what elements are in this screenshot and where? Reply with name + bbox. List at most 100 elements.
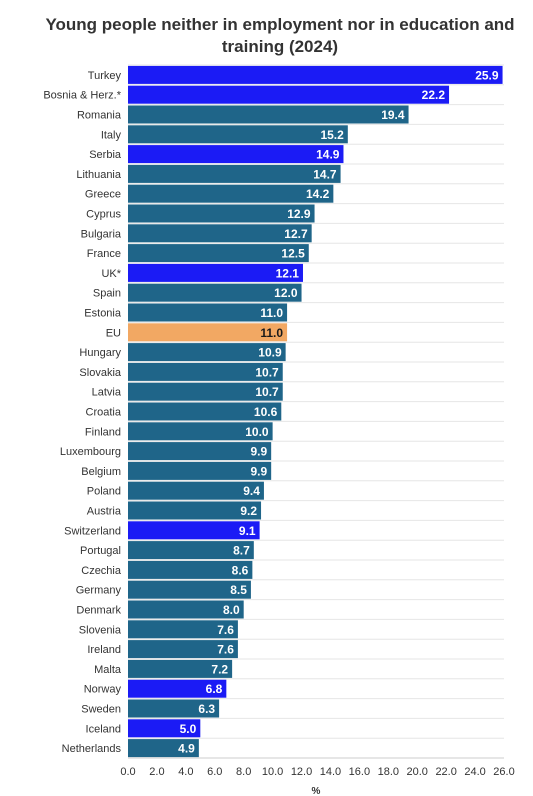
bar (128, 739, 199, 758)
bar (128, 283, 302, 302)
bar (128, 620, 238, 639)
category-label: France (87, 248, 121, 260)
bar (128, 65, 503, 84)
data-label: 8.5 (230, 583, 247, 597)
bar (128, 263, 303, 282)
bar (128, 501, 262, 520)
category-label: Denmark (76, 605, 121, 617)
x-tick-label: 26.0 (493, 766, 514, 778)
bar (128, 659, 233, 678)
chart-title: Young people neither in employment nor i… (45, 15, 515, 56)
x-tick-label: 2.0 (149, 766, 164, 778)
x-tick-label: 18.0 (378, 766, 399, 778)
x-tick-label: 24.0 (464, 766, 485, 778)
category-label: UK* (101, 268, 121, 280)
bar (128, 382, 283, 401)
category-label: Belgium (81, 466, 121, 478)
category-label: Serbia (89, 149, 122, 161)
category-label: Portugal (80, 545, 121, 557)
bar (128, 164, 341, 183)
bar (128, 699, 220, 718)
bar (128, 323, 288, 342)
category-label: Estonia (84, 308, 122, 320)
x-tick-label: 10.0 (262, 766, 283, 778)
category-label: Bosnia & Herz.* (43, 90, 121, 102)
category-label: Malta (94, 664, 122, 676)
category-label: Latvia (92, 387, 122, 399)
bar (128, 560, 253, 579)
data-label: 7.6 (217, 623, 234, 637)
category-label: Croatia (86, 407, 122, 419)
category-label: Hungary (79, 347, 121, 359)
bar (128, 719, 201, 738)
data-label: 10.7 (255, 365, 279, 379)
bar (128, 204, 315, 223)
category-label: Switzerland (64, 525, 121, 537)
bar (128, 580, 251, 599)
data-label: 12.1 (276, 266, 300, 280)
category-label: Luxembourg (60, 446, 121, 458)
category-label: Netherlands (62, 743, 122, 755)
category-label: Slovakia (79, 367, 121, 379)
category-label: Turkey (88, 70, 122, 82)
x-axis-label: % (312, 786, 321, 796)
data-label: 22.2 (422, 88, 446, 102)
category-label: Czechia (81, 565, 122, 577)
bar (128, 224, 312, 243)
bar (128, 541, 254, 560)
x-tick-label: 4.0 (178, 766, 193, 778)
bar (128, 105, 409, 124)
bar (128, 600, 244, 619)
data-label: 9.1 (239, 524, 256, 538)
x-tick-label: 14.0 (320, 766, 341, 778)
data-label: 8.0 (223, 603, 240, 617)
category-label: Cyprus (86, 209, 121, 221)
data-label: 10.9 (258, 346, 282, 360)
category-label: Austria (87, 506, 122, 518)
data-label: 6.3 (198, 702, 215, 716)
data-label: 15.2 (320, 128, 344, 142)
data-label: 25.9 (475, 68, 499, 82)
x-tick-label: 20.0 (407, 766, 428, 778)
data-label: 11.0 (260, 306, 283, 320)
bar (128, 125, 348, 144)
data-label: 9.4 (243, 484, 260, 498)
category-label: Sweden (81, 704, 121, 716)
data-label: 12.7 (284, 227, 308, 241)
category-label: Bulgaria (81, 228, 122, 240)
bar (128, 244, 309, 263)
category-label: EU (106, 327, 121, 339)
x-tick-label: 8.0 (236, 766, 251, 778)
data-label: 6.8 (206, 682, 223, 696)
data-label: 9.2 (240, 504, 257, 518)
category-label: Poland (87, 486, 121, 498)
bar (128, 343, 286, 362)
data-label: 8.6 (232, 563, 249, 577)
data-label: 9.9 (250, 464, 267, 478)
data-label: 14.9 (316, 148, 340, 162)
category-label: Greece (85, 189, 121, 201)
category-label: Spain (93, 288, 121, 300)
data-label: 10.0 (245, 425, 269, 439)
data-label: 10.6 (254, 405, 278, 419)
data-label: 12.9 (287, 207, 311, 221)
data-label: 7.6 (217, 643, 234, 657)
category-label: Finland (85, 426, 121, 438)
category-label: Iceland (86, 723, 121, 735)
category-label: Lithuania (76, 169, 122, 181)
category-label: Ireland (87, 644, 121, 656)
bar (128, 402, 282, 421)
bar (128, 640, 238, 659)
data-label: 9.9 (250, 445, 267, 459)
x-tick-label: 16.0 (349, 766, 370, 778)
data-label: 14.2 (306, 187, 330, 201)
bar (128, 442, 272, 461)
data-label: 4.9 (178, 742, 195, 756)
bar (128, 303, 288, 322)
x-tick-label: 22.0 (435, 766, 456, 778)
data-label: 19.4 (381, 108, 405, 122)
data-label: 12.5 (281, 247, 305, 261)
data-label: 5.0 (180, 722, 197, 736)
